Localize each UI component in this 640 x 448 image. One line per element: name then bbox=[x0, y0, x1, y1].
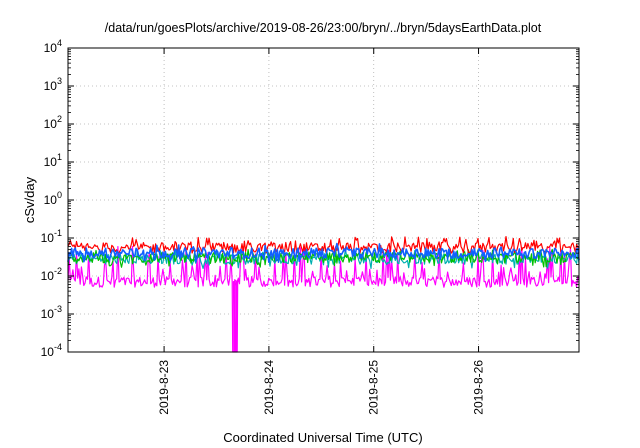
y-tick-label: 10-3 bbox=[41, 304, 62, 321]
grid bbox=[68, 48, 579, 352]
series-line bbox=[67, 245, 580, 353]
x-tick-label: 2019-8-23 bbox=[157, 360, 171, 415]
y-tick-exponent: 4 bbox=[57, 38, 62, 48]
y-axis-label: cSv/day bbox=[22, 176, 37, 223]
x-tick-labels: 2019-8-23 2019-8-24 2019-8-25 2019-8-26 bbox=[157, 360, 485, 415]
y-tick-base: 10 bbox=[44, 117, 58, 131]
y-tick-label: 10-2 bbox=[41, 266, 62, 283]
y-tick-base: 10 bbox=[41, 269, 55, 283]
y-tick-exponent: 3 bbox=[57, 76, 62, 86]
x-tick-label: 2019-8-24 bbox=[262, 360, 276, 415]
y-tick-label: 10-4 bbox=[41, 342, 62, 359]
y-tick-label: 10-1 bbox=[41, 228, 62, 245]
y-tick-exponent: -1 bbox=[54, 228, 62, 238]
y-tick-base: 10 bbox=[41, 345, 55, 359]
y-tick-base: 10 bbox=[44, 41, 58, 55]
y-tick-exponent: -4 bbox=[54, 342, 62, 352]
chart-title: /data/run/goesPlots/archive/2019-08-26/2… bbox=[105, 21, 542, 35]
y-tick-base: 10 bbox=[41, 231, 55, 245]
x-axis-label: Coordinated Universal Time (UTC) bbox=[223, 430, 422, 445]
y-tick-base: 10 bbox=[41, 307, 55, 321]
y-tick-label: 102 bbox=[44, 114, 62, 131]
y-tick-label: 103 bbox=[44, 76, 62, 93]
y-tick-exponent: 2 bbox=[57, 114, 62, 124]
y-tick-label: 101 bbox=[44, 152, 62, 169]
x-tick-label: 2019-8-25 bbox=[367, 360, 381, 415]
y-tick-exponent: 0 bbox=[57, 190, 62, 200]
y-tick-base: 10 bbox=[44, 155, 58, 169]
y-tick-base: 10 bbox=[44, 193, 58, 207]
y-tick-exponent: 1 bbox=[57, 152, 62, 162]
series-group bbox=[67, 236, 580, 353]
x-tick-label: 2019-8-26 bbox=[472, 360, 486, 415]
axis-ticks bbox=[68, 47, 579, 353]
y-tick-label: 104 bbox=[44, 38, 62, 55]
y-tick-base: 10 bbox=[44, 79, 58, 93]
y-tick-exponent: -2 bbox=[54, 266, 62, 276]
y-tick-label: 100 bbox=[44, 190, 62, 207]
series-line bbox=[67, 242, 580, 263]
y-tick-exponent: -3 bbox=[54, 304, 62, 314]
series-line bbox=[67, 248, 580, 268]
